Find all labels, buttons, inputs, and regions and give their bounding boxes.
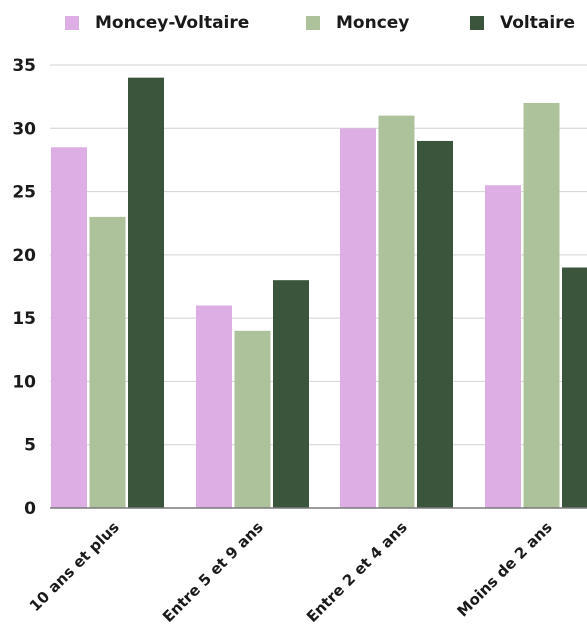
bar [89, 216, 126, 508]
bar [562, 267, 587, 508]
legend-label-voltaire: Voltaire [500, 13, 576, 33]
bar [485, 185, 521, 508]
legend-label-moncey-voltaire: Moncey-Voltaire [95, 13, 250, 33]
x-tick-label: 10 ans et plus [26, 518, 123, 615]
legend-swatch-moncey-voltaire [65, 16, 79, 30]
legend-swatch-voltaire [470, 16, 484, 30]
bars [51, 77, 587, 509]
x-tick-label: Entre 5 et 9 ans [159, 518, 267, 626]
y-tick-label: 5 [24, 436, 36, 456]
bar [128, 77, 164, 509]
bar [234, 330, 271, 508]
bar [273, 280, 309, 508]
legend-item-moncey: Moncey [306, 13, 409, 33]
legend-swatch-moncey [306, 16, 320, 30]
y-tick-label: 20 [12, 246, 36, 266]
x-tick-label: Moins de 2 ans [453, 518, 555, 620]
y-axis-ticks: 0 5 10 15 20 25 30 35 [12, 56, 36, 519]
bar [378, 115, 415, 508]
y-tick-label: 15 [12, 309, 36, 329]
legend-label-moncey: Moncey [336, 13, 410, 33]
y-tick-label: 35 [12, 56, 36, 76]
y-tick-label: 10 [12, 372, 36, 392]
y-tick-label: 30 [12, 119, 36, 139]
legend-item-moncey-voltaire: Moncey-Voltaire [65, 13, 249, 33]
chart-legend: Moncey-Voltaire Moncey Voltaire [0, 13, 587, 41]
bar [196, 305, 232, 508]
legend-item-voltaire: Voltaire [470, 13, 575, 33]
x-tick-label: Entre 2 et 4 ans [303, 518, 411, 626]
bar [417, 140, 453, 508]
y-tick-label: 0 [24, 499, 36, 519]
bar [51, 147, 87, 508]
y-tick-label: 25 [12, 183, 36, 203]
bar [340, 128, 376, 509]
x-axis-labels: 10 ans et plus Entre 5 et 9 ans Entre 2 et… [26, 518, 556, 626]
bar [523, 102, 560, 508]
